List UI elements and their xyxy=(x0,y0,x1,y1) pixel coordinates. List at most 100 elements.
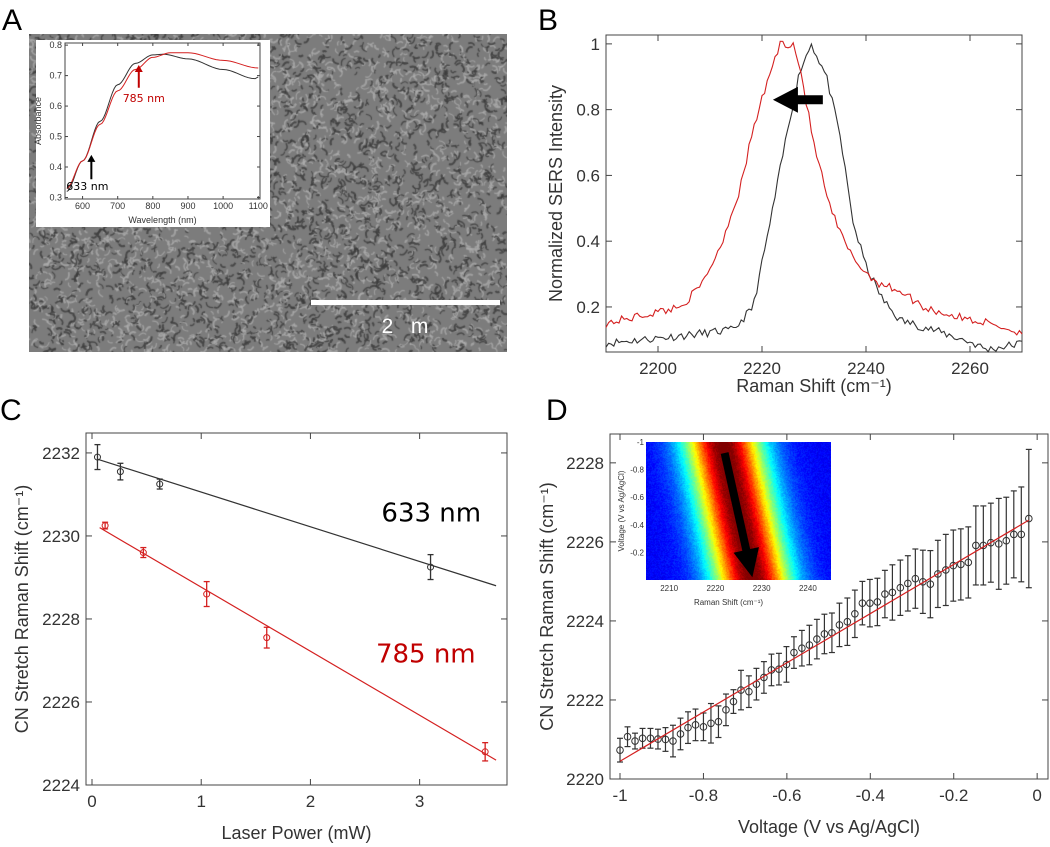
x-tick-label: 2220 xyxy=(706,584,724,593)
x-axis-label: Wavelength (nm) xyxy=(128,215,196,225)
data-point xyxy=(669,737,677,745)
x-tick-label: 600 xyxy=(75,201,90,211)
panel-label-d: D xyxy=(546,394,568,427)
data-point xyxy=(813,635,821,643)
data-point xyxy=(691,721,700,729)
charts: 600 700 800 900 1000 11000.30.40.50.60.70.8Wa… xyxy=(12,34,1049,843)
scale-bar xyxy=(311,300,500,305)
data-point xyxy=(676,730,685,738)
plot-frame xyxy=(609,433,1049,780)
y-tick-label: 0.4 xyxy=(576,232,600,251)
data-point xyxy=(427,563,435,571)
x-tick-label: 2200 xyxy=(639,359,677,378)
shift-arrow-icon xyxy=(772,86,823,113)
data-point xyxy=(729,697,738,706)
data-point xyxy=(263,634,271,642)
data-point xyxy=(843,617,852,626)
data-point xyxy=(904,579,912,588)
y-axis-label: CN Stretch Raman Shift (cm⁻¹) xyxy=(537,482,557,731)
x-axis-label: Voltage (V vs Ag/AgCl) xyxy=(738,817,920,837)
y-tick-label: 2228 xyxy=(566,454,604,473)
x-tick-label: 700 xyxy=(110,201,125,211)
series-label: 785 nm xyxy=(376,640,476,670)
x-tick-label: -0.8 xyxy=(689,786,718,805)
y-tick-label: 2220 xyxy=(566,770,604,789)
data-point xyxy=(820,630,829,638)
trend-arrow-icon xyxy=(720,452,759,578)
plot-frame xyxy=(605,34,1023,353)
data-point xyxy=(139,549,147,557)
y-tick-label: 2232 xyxy=(42,444,80,463)
data-point xyxy=(858,599,867,607)
chart-c: 0 1 2 3 2224 2226 2228 2230 2232 Laser Power (mW)… xyxy=(12,432,508,843)
data-point xyxy=(661,735,670,744)
data-point xyxy=(623,732,632,741)
y-tick-label: 0.6 xyxy=(49,101,62,111)
y-tick-label: -0.4 xyxy=(630,521,644,530)
y-axis-label: CN Stretch Raman Shift (cm⁻¹) xyxy=(12,485,32,734)
data-point xyxy=(737,686,745,694)
data-point xyxy=(684,723,692,732)
data-point xyxy=(714,717,723,726)
data-point xyxy=(851,610,859,618)
x-tick-label: 2240 xyxy=(847,359,885,378)
y-tick-label: 2226 xyxy=(566,533,604,552)
data-point xyxy=(866,599,874,607)
data-point xyxy=(116,468,124,476)
y-tick-label: -0.2 xyxy=(630,548,644,557)
data-point xyxy=(919,578,927,586)
y-tick-label: 2228 xyxy=(42,610,80,629)
panel-label-a: A xyxy=(2,4,22,37)
absorbance-line xyxy=(66,52,259,189)
data-point xyxy=(93,453,101,461)
data-point xyxy=(957,560,965,569)
data-point xyxy=(934,570,942,578)
data-point xyxy=(835,621,844,629)
series-label: 633 nm xyxy=(381,498,481,528)
x-tick-label: -0.4 xyxy=(856,786,885,805)
x-tick-label: 0 xyxy=(1032,786,1041,805)
y-tick-label: 2224 xyxy=(566,612,604,631)
data-point xyxy=(881,590,889,598)
data-point xyxy=(926,580,935,588)
data-point xyxy=(481,748,489,756)
arrow-icon xyxy=(134,64,143,88)
x-axis-label: Raman Shift (cm⁻¹) xyxy=(736,376,892,396)
panel-label-c: C xyxy=(0,394,22,427)
chart-b: 2200 2220 2240 2260 0.2 0.4 0.6 0.8 1 Raman Shift… xyxy=(546,34,1023,396)
x-tick-label: 3 xyxy=(415,792,424,811)
absorbance-line xyxy=(66,53,259,192)
y-axis-label: Normalized SERS Intensity xyxy=(546,85,566,302)
data-point xyxy=(1002,536,1011,545)
y-tick-label: -1 xyxy=(637,438,645,447)
data-point xyxy=(911,574,920,583)
x-tick-label: 2260 xyxy=(951,359,989,378)
data-point xyxy=(1017,530,1026,539)
plot-frame xyxy=(64,42,261,200)
data-point xyxy=(156,480,164,488)
wavelength-annotation: 633 nm xyxy=(66,180,108,193)
y-tick-label: 0.5 xyxy=(49,132,62,142)
data-point xyxy=(1025,514,1033,523)
x-axis-label: Raman Shift (cm⁻¹) xyxy=(694,598,763,607)
data-point xyxy=(203,590,211,598)
data-point xyxy=(638,734,647,743)
x-tick-label: 800 xyxy=(145,201,160,211)
y-tick-label: 0.6 xyxy=(576,166,600,185)
data-point xyxy=(631,737,639,745)
x-tick-label: 1 xyxy=(196,792,205,811)
chart-d: -1 -0.8 -0.6 -0.4 -0.2 0 2220 2222 2224 2226 2228 V… xyxy=(537,433,1049,837)
plot-frame xyxy=(85,432,508,786)
x-tick-label: 2210 xyxy=(660,584,678,593)
data-point xyxy=(616,746,624,754)
fit-line xyxy=(619,519,1030,762)
x-tick-label: -1 xyxy=(612,786,627,805)
spectrum-line xyxy=(605,40,1023,336)
spectrum-line xyxy=(605,42,1023,353)
y-tick-label: 0.2 xyxy=(576,298,600,317)
y-tick-label: 1 xyxy=(591,35,600,54)
x-tick-label: 2 xyxy=(306,792,315,811)
data-point xyxy=(790,648,798,657)
